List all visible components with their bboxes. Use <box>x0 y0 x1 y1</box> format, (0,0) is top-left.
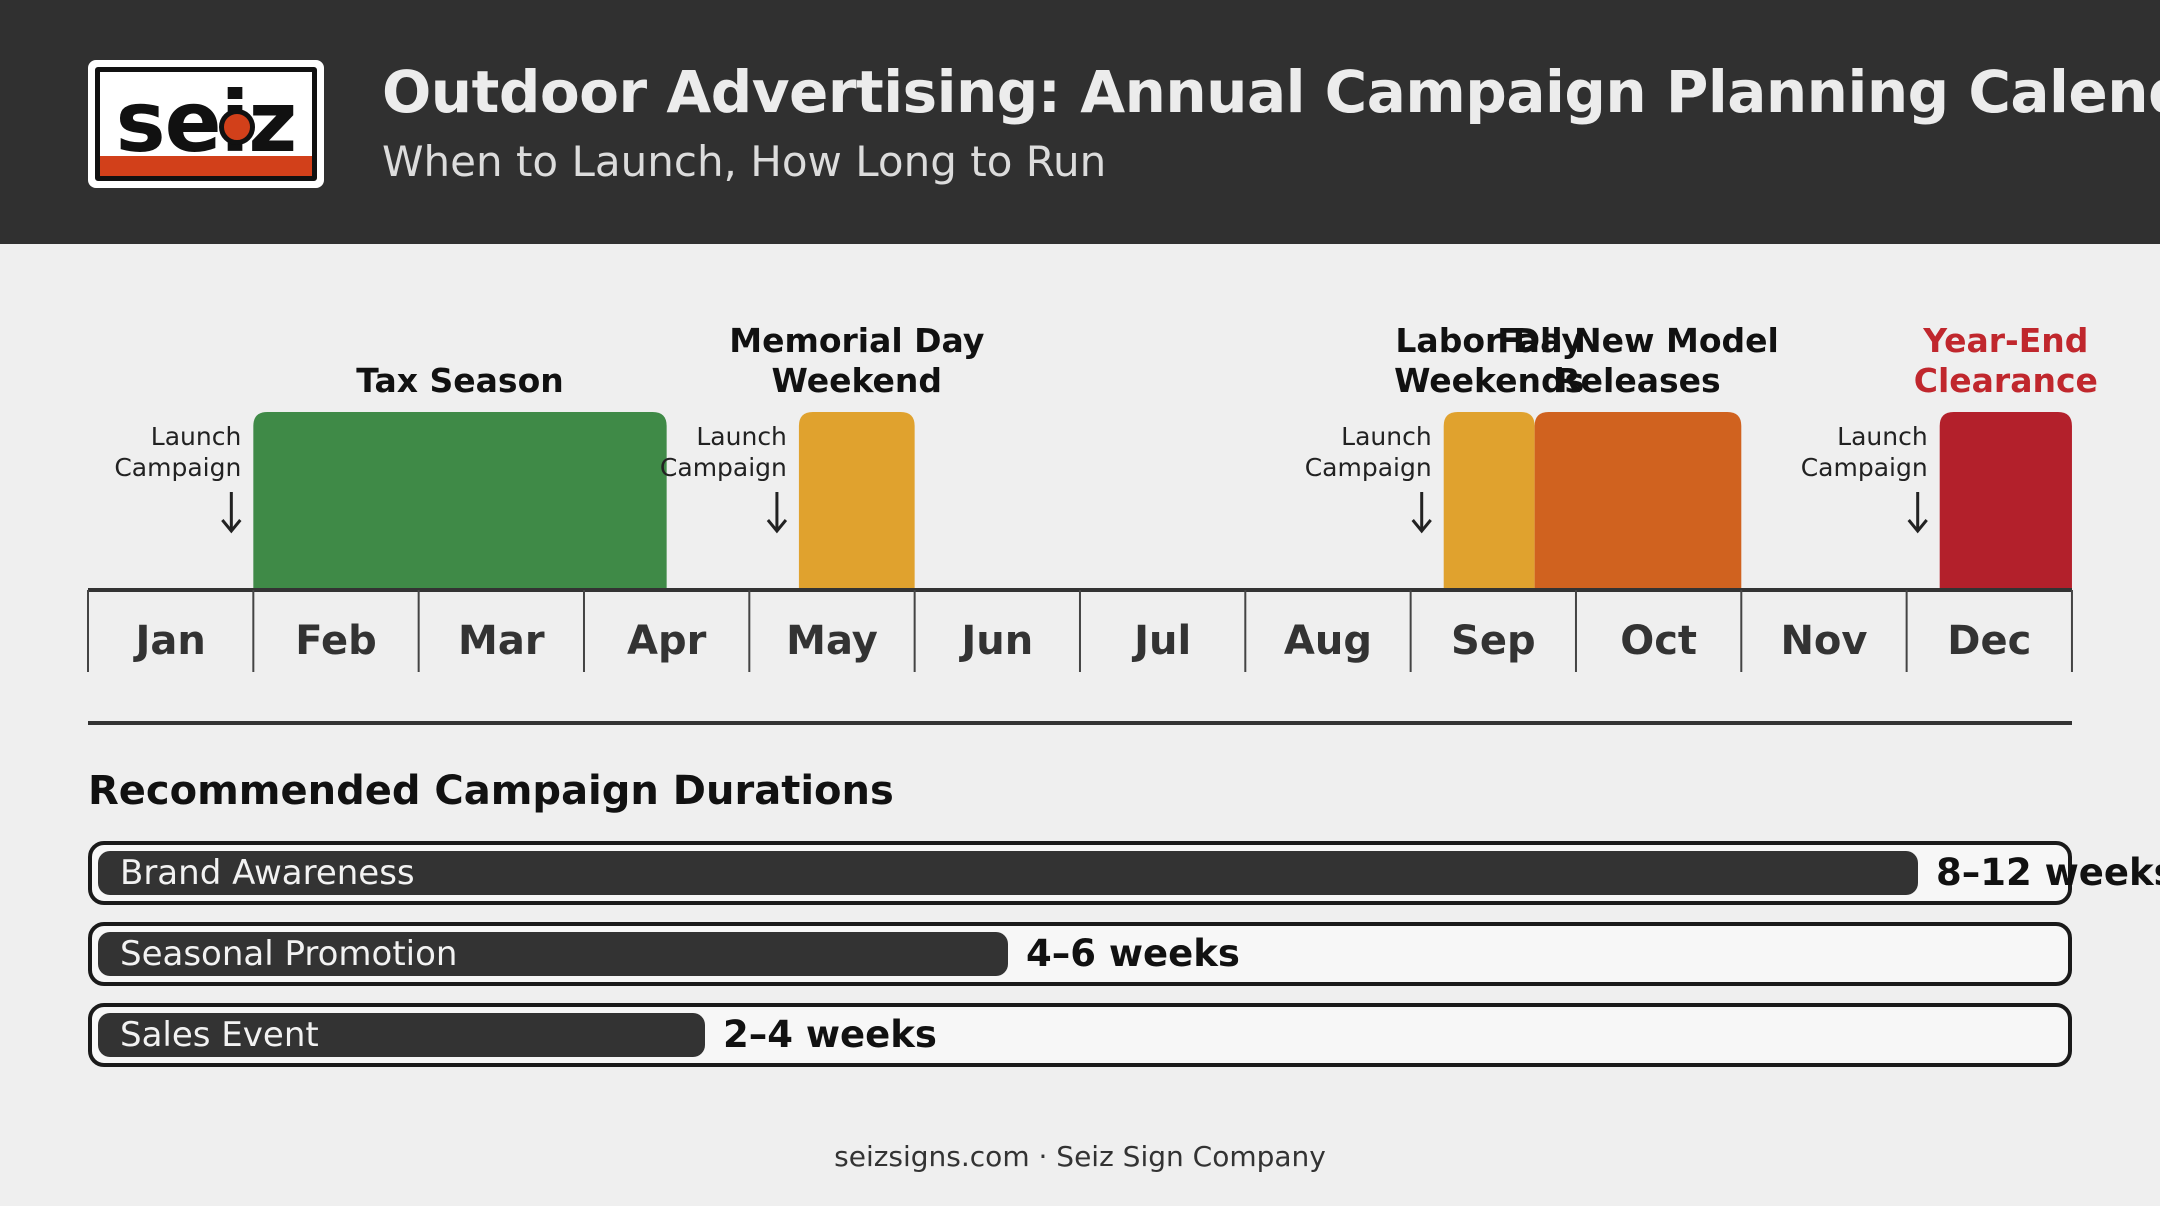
launch-arrow-icon <box>1411 492 1432 534</box>
band-tax-season <box>253 412 667 590</box>
month-label-jun: Jun <box>958 618 1033 664</box>
duration-bar-brand-awareness: Brand Awareness 8–12 weeks <box>88 841 2160 905</box>
band-memorial-day-weekend <box>798 412 915 590</box>
footer-credit: seizsigns.com · Seiz Sign Company <box>834 1140 1326 1173</box>
band-label-fall-new-model-releases: Fall New Model Releases <box>1497 321 1779 400</box>
duration-bar-sales-event: Sales Event 2–4 weeks <box>88 1003 2072 1067</box>
band-label-memorial-day-weekend: Memorial Day Weekend <box>729 321 984 400</box>
duration-bar-label: Brand Awareness <box>120 853 415 893</box>
month-label-sep: Sep <box>1451 618 1536 664</box>
campaign-calendar-chart: Tax Season Launch Campaign Memorial Day Week… <box>87 321 2098 672</box>
month-label-jan: Jan <box>132 618 205 664</box>
launch-label-memorial-day-weekend: Launch Campaign <box>660 422 787 482</box>
month-label-nov: Nov <box>1780 618 1867 664</box>
duration-bar-value: 8–12 weeks <box>1936 851 2160 894</box>
launch-arrow-icon <box>766 492 788 534</box>
band-label-labor-day-weekends: Labor Day Weekends <box>1394 321 1584 400</box>
section-divider <box>88 721 2072 725</box>
launch-arrow-icon <box>1907 492 1928 534</box>
month-label-jul: Jul <box>1131 618 1191 664</box>
month-label-may: May <box>786 618 878 664</box>
band-labor-day-weekends <box>1443 412 1535 590</box>
duration-bar-value: 4–6 weeks <box>1026 932 1240 975</box>
seiz-logo: seiz <box>88 60 324 188</box>
month-label-oct: Oct <box>1620 618 1697 664</box>
durations-title: Recommended Campaign Durations <box>88 768 894 814</box>
page-title: Outdoor Advertising: Annual Campaign Pla… <box>382 58 2160 126</box>
duration-bar-value: 2–4 weeks <box>723 1013 937 1056</box>
launch-label-labor-day-weekends: Launch Campaign <box>1305 422 1432 482</box>
band-year-end-clearance <box>1939 412 2072 590</box>
season-bands: Tax Season Launch Campaign Memorial Day Week… <box>114 321 2098 590</box>
duration-bar-fill: Brand Awareness <box>98 851 1918 895</box>
header-banner: seiz Outdoor Advertising: Annual Campaig… <box>0 0 2160 244</box>
band-label-year-end-clearance: Year-End Clearance <box>1914 321 2098 400</box>
band-fall-new-model-releases <box>1534 412 1742 590</box>
month-grid: Jan Feb Mar Apr May Jun Jul Aug Sep Oct Nov Dec <box>87 588 2073 672</box>
logo-wordmark: seiz <box>115 73 298 171</box>
duration-bar-label: Sales Event <box>120 1015 319 1055</box>
logo-stripe <box>100 156 312 176</box>
month-label-apr: Apr <box>627 618 707 664</box>
page-subtitle: When to Launch, How Long to Run <box>382 137 1107 186</box>
launch-label-tax-season: Launch Campaign <box>114 422 241 482</box>
duration-bar-label: Seasonal Promotion <box>120 934 458 974</box>
band-label-tax-season: Tax Season <box>356 361 564 400</box>
month-label-aug: Aug <box>1284 618 1372 664</box>
month-label-mar: Mar <box>458 618 545 664</box>
launch-arrow-icon <box>221 492 242 534</box>
month-label-feb: Feb <box>295 618 376 664</box>
duration-bar-seasonal-promotion: Seasonal Promotion 4–6 weeks <box>88 922 2072 986</box>
launch-label-year-end-clearance: Launch Campaign <box>1801 422 1928 482</box>
month-label-dec: Dec <box>1947 618 2031 664</box>
logo-dot-icon <box>219 109 255 145</box>
duration-bar-fill: Seasonal Promotion <box>98 932 1008 976</box>
duration-bar-fill: Sales Event <box>98 1013 705 1057</box>
